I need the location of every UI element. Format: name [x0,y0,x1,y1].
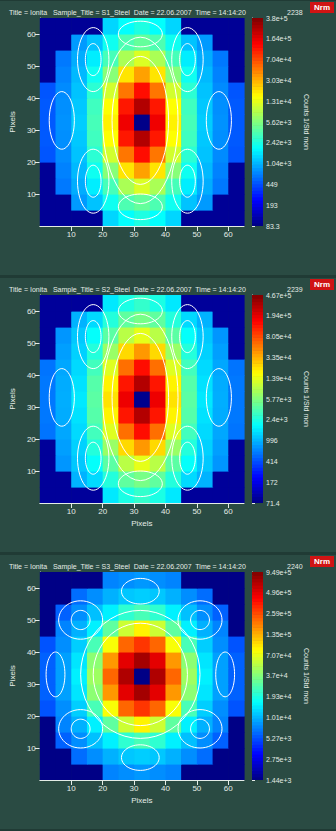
svg-text:Title = Ionita Sample_Title: Title = Ionita Sample_Title = S3_Steel D… [9,563,246,571]
svg-text:10: 10 [27,190,36,199]
svg-text:1.04e+3: 1.04e+3 [266,160,292,167]
svg-text:2240: 2240 [287,563,303,570]
svg-text:Pixels: Pixels [131,519,152,528]
svg-text:40: 40 [161,784,170,793]
svg-text:414: 414 [266,458,278,465]
svg-text:172: 172 [266,479,278,486]
svg-text:Nrm: Nrm [314,557,330,566]
svg-text:3.7e+4: 3.7e+4 [266,672,288,679]
svg-text:Pixels: Pixels [8,388,17,409]
svg-text:4.96e+5: 4.96e+5 [266,589,292,596]
svg-text:30: 30 [130,230,139,239]
svg-text:10: 10 [67,784,76,793]
svg-text:20: 20 [27,158,36,167]
svg-text:Pixels: Pixels [8,111,17,132]
svg-text:5.27e+3: 5.27e+3 [266,735,292,742]
svg-text:20: 20 [98,784,107,793]
svg-text:10: 10 [27,744,36,753]
svg-text:Nrm: Nrm [314,280,330,289]
svg-text:60: 60 [224,784,233,793]
svg-text:50: 50 [192,784,201,793]
svg-text:Pixels: Pixels [131,796,152,805]
svg-text:Counts 1/Std mon: Counts 1/Std mon [303,94,310,150]
svg-text:50: 50 [27,616,36,625]
svg-text:60: 60 [224,230,233,239]
svg-text:20: 20 [27,712,36,721]
svg-text:1.93e+4: 1.93e+4 [266,693,292,700]
svg-text:2.4e+3: 2.4e+3 [266,416,288,423]
svg-text:1.64e+5: 1.64e+5 [266,35,292,42]
svg-text:193: 193 [266,202,278,209]
svg-text:10: 10 [67,507,76,516]
svg-text:40: 40 [161,507,170,516]
svg-text:40: 40 [161,230,170,239]
svg-text:60: 60 [224,507,233,516]
svg-text:50: 50 [192,507,201,516]
svg-text:30: 30 [27,680,36,689]
svg-text:1.39e+4: 1.39e+4 [266,375,292,382]
svg-text:996: 996 [266,437,278,444]
svg-text:30: 30 [27,126,36,135]
svg-text:Counts 1/Std mon: Counts 1/Std mon [303,371,310,427]
svg-text:2.42e+3: 2.42e+3 [266,139,292,146]
svg-text:1.44e+3: 1.44e+3 [266,777,292,784]
svg-text:Title = Ionita Sample_Title: Title = Ionita Sample_Title = S2_Steel D… [9,286,246,294]
svg-text:1.35e+5: 1.35e+5 [266,631,292,638]
svg-text:71.4: 71.4 [266,500,280,507]
svg-text:1.01e+4: 1.01e+4 [266,714,292,721]
svg-text:60: 60 [27,584,36,593]
svg-text:1.94e+5: 1.94e+5 [266,312,292,319]
svg-text:4.67e+5: 4.67e+5 [266,291,292,299]
svg-text:10: 10 [27,467,36,476]
svg-text:7.04e+4: 7.04e+4 [266,56,292,63]
svg-text:5.77e+3: 5.77e+3 [266,396,292,403]
svg-text:40: 40 [27,648,36,657]
svg-text:1.31e+4: 1.31e+4 [266,98,292,105]
svg-text:30: 30 [27,403,36,412]
svg-text:50: 50 [27,339,36,348]
svg-text:7.07e+4: 7.07e+4 [266,652,292,659]
svg-text:5.62e+3: 5.62e+3 [266,119,292,126]
svg-text:3.35e+4: 3.35e+4 [266,354,292,361]
svg-text:20: 20 [27,435,36,444]
svg-text:40: 40 [27,94,36,103]
svg-text:2238: 2238 [287,9,303,16]
svg-text:50: 50 [27,62,36,71]
svg-text:449: 449 [266,181,278,188]
svg-text:60: 60 [27,30,36,39]
svg-text:Nrm: Nrm [314,3,330,12]
svg-text:20: 20 [98,507,107,516]
svg-text:9.49e+5: 9.49e+5 [266,568,292,576]
svg-text:83.3: 83.3 [266,223,280,230]
svg-text:50: 50 [192,230,201,239]
svg-text:Title = Ionita Sample_Title: Title = Ionita Sample_Title = S1_Steel D… [9,9,246,17]
svg-text:30: 30 [130,784,139,793]
svg-text:8.05e+4: 8.05e+4 [266,333,292,340]
svg-text:40: 40 [27,371,36,380]
svg-text:3.8e+5: 3.8e+5 [266,15,288,22]
svg-text:Pixels: Pixels [8,665,17,686]
svg-text:30: 30 [130,507,139,516]
svg-text:20: 20 [98,230,107,239]
svg-text:2.75e+3: 2.75e+3 [266,756,292,763]
svg-text:10: 10 [67,230,76,239]
svg-text:3.03e+4: 3.03e+4 [266,77,292,84]
svg-text:2.59e+5: 2.59e+5 [266,610,292,617]
svg-text:2239: 2239 [287,286,303,293]
svg-text:Counts 1/Std mon: Counts 1/Std mon [303,648,310,704]
svg-text:60: 60 [27,307,36,316]
